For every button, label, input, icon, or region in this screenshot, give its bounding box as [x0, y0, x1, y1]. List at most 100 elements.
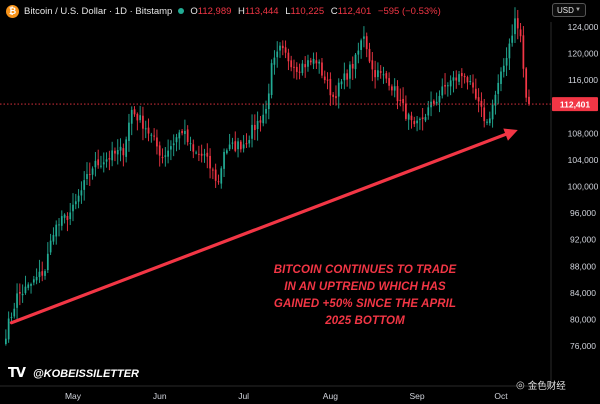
candle-body — [505, 57, 508, 66]
candle-body — [142, 115, 144, 129]
candle-body — [360, 40, 362, 50]
candle-body — [203, 154, 206, 156]
candle-body — [94, 160, 97, 168]
brand-handle: @KOBEISSILETTER — [32, 367, 140, 380]
candle-body — [270, 63, 273, 95]
candle-body — [335, 96, 337, 99]
candle-body — [195, 152, 197, 154]
candle-body — [21, 293, 24, 296]
candle-body — [189, 143, 192, 145]
candle-body — [256, 120, 259, 129]
candle-body — [130, 109, 133, 124]
candle-body — [184, 130, 186, 134]
candle-body — [119, 146, 122, 151]
candle-body — [332, 94, 335, 97]
candle-body — [374, 70, 376, 78]
candle-body — [52, 235, 55, 242]
candle-body — [198, 153, 200, 155]
candle-body — [463, 75, 466, 78]
annotation-line: 2025 BOTTOM — [325, 315, 405, 327]
candle-body — [441, 86, 444, 96]
x-tick-label: Aug — [323, 391, 338, 401]
candle-body — [186, 129, 189, 143]
annotation-line: BITCOIN CONTINUES TO TRADE — [273, 264, 457, 276]
candle-body — [248, 140, 251, 144]
candle-body — [298, 71, 301, 73]
candle-body — [326, 79, 329, 81]
candle-body — [385, 73, 388, 79]
candle-body — [55, 224, 58, 237]
candle-body — [245, 143, 248, 145]
trend-arrow-head — [503, 128, 518, 141]
candle-body — [427, 107, 430, 116]
candle-body — [10, 316, 13, 318]
candle-body — [446, 85, 449, 87]
y-tick-label: 92,000 — [570, 235, 596, 245]
candle-body — [27, 284, 30, 288]
candle-body — [60, 216, 63, 226]
candle-body — [158, 145, 161, 156]
y-tick-label: 100,000 — [568, 182, 599, 192]
candle-body — [58, 224, 60, 226]
currency-select[interactable]: USD ▼ — [552, 3, 586, 17]
candle-body — [170, 146, 172, 150]
candle-body — [466, 77, 469, 83]
candle-body — [200, 153, 203, 156]
candle-body — [192, 144, 195, 152]
candle-body — [469, 81, 472, 83]
candle-body — [388, 78, 390, 86]
candle-body — [393, 86, 396, 91]
x-tick-label: Jul — [238, 391, 249, 401]
candle-body — [32, 279, 35, 283]
y-tick-label: 96,000 — [570, 208, 596, 218]
candle-body — [290, 60, 293, 68]
candle-body — [7, 318, 10, 340]
candle-body — [77, 195, 80, 202]
candle-body — [231, 142, 234, 144]
trend-arrow-line — [9, 130, 514, 325]
candle-body — [133, 109, 136, 115]
candle-body — [293, 66, 295, 68]
candle-body — [477, 97, 480, 102]
candle-body — [276, 51, 279, 58]
candle-body — [128, 122, 130, 141]
candle-body — [340, 81, 343, 85]
candle-body — [430, 101, 432, 108]
candle-body — [432, 100, 435, 104]
candle-body — [225, 150, 228, 154]
candle-body — [46, 253, 49, 271]
candle-body — [262, 114, 265, 124]
candle-body — [206, 152, 209, 157]
candle-body — [253, 124, 256, 131]
candle-body — [125, 139, 128, 157]
candle-body — [38, 271, 41, 278]
candle-body — [488, 118, 491, 124]
candle-body — [452, 77, 455, 81]
annotation-text: BITCOIN CONTINUES TO TRADE IN AN UPTREND… — [240, 262, 490, 330]
candle-body — [424, 117, 427, 121]
candle-body — [251, 124, 253, 139]
candle-body — [312, 58, 315, 64]
candle-body — [399, 99, 402, 101]
candle-body — [363, 36, 365, 39]
candle-body — [379, 71, 382, 73]
candle-body — [30, 284, 32, 286]
candle-body — [365, 36, 368, 50]
candle-body — [528, 96, 530, 105]
symbol-title[interactable]: Bitcoin / U.S. Dollar · 1D · Bitstamp — [24, 5, 173, 17]
candle-body — [315, 60, 318, 64]
candle-body — [102, 162, 105, 165]
candle-body — [480, 100, 483, 107]
candle-body — [111, 150, 114, 161]
candle-body — [220, 168, 223, 184]
chevron-down-icon: ▼ — [575, 7, 581, 13]
candle-body — [309, 60, 312, 63]
candle-body — [223, 151, 225, 169]
annotation-line: GAINED +50% SINCE THE APRIL — [273, 298, 457, 310]
candle-body — [144, 128, 147, 130]
y-tick-label: 108,000 — [568, 128, 599, 138]
candle-body — [217, 181, 220, 183]
candle-body — [153, 135, 155, 137]
candle-body — [522, 35, 525, 69]
